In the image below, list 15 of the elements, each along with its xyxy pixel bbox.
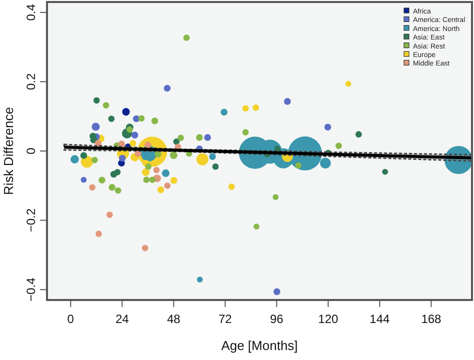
x-tick-label: 144 bbox=[370, 312, 390, 326]
y-tick-label: 0.4 bbox=[24, 4, 38, 21]
y-tick-label: −0.2 bbox=[24, 208, 38, 232]
x-axis-title: Age [Months] bbox=[221, 338, 298, 353]
x-tick-label: 24 bbox=[115, 312, 130, 326]
x-tick-label: 48 bbox=[166, 312, 181, 326]
y-axis-title: Risk Difference bbox=[1, 107, 16, 195]
y-tick-label: 0.2 bbox=[24, 73, 38, 90]
x-tick-label: 168 bbox=[421, 312, 442, 326]
x-tick-label: 120 bbox=[318, 312, 339, 326]
y-tick-label: −0.4 bbox=[24, 277, 38, 302]
x-tick-label: 96 bbox=[270, 312, 284, 326]
x-tick-label: 72 bbox=[218, 312, 232, 326]
x-tick-label: 0 bbox=[67, 312, 74, 326]
y-tick-label: 0 bbox=[24, 147, 38, 154]
